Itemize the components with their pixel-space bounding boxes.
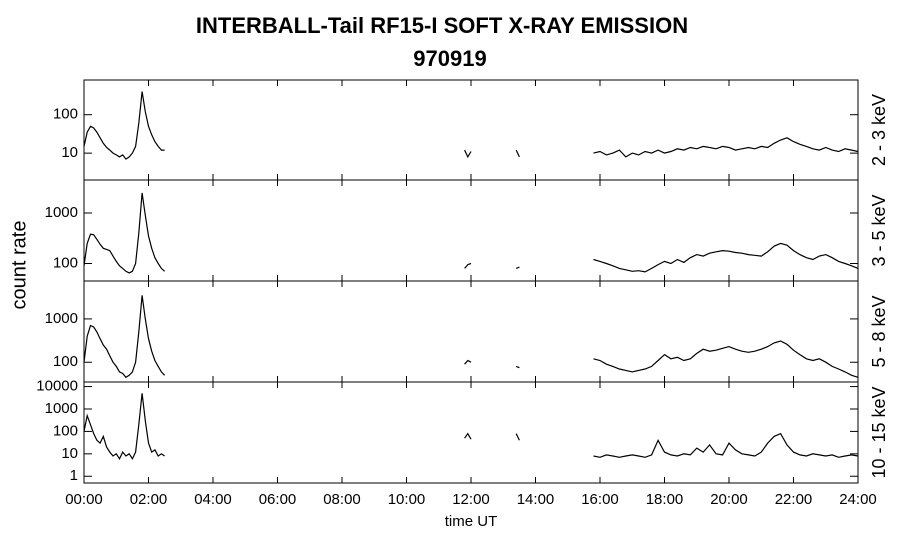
x-tick-label: 24:00 — [839, 491, 877, 508]
x-tick-label: 08:00 — [323, 491, 361, 508]
data-line — [83, 295, 859, 379]
x-tick-label: 12:00 — [452, 491, 490, 508]
y-tick-label: 100 — [53, 106, 78, 123]
y-tick-label: 1000 — [45, 204, 78, 221]
x-tick-label: 06:00 — [259, 491, 297, 508]
x-tick-label: 18:00 — [646, 491, 684, 508]
y-tick-label: 10 — [61, 144, 78, 161]
data-line — [83, 192, 859, 274]
x-tick-label: 20:00 — [710, 491, 748, 508]
panel-label: 2 - 3 keV — [869, 94, 889, 166]
panel-label: 5 - 8 keV — [869, 295, 889, 367]
y-tick-label: 1000 — [45, 400, 78, 417]
panel-label: 10 - 15 keV — [869, 386, 889, 478]
panel-label: 3 - 5 keV — [869, 194, 889, 266]
x-tick-label: 00:00 — [65, 491, 103, 508]
data-line — [83, 91, 859, 160]
y-tick-label: 10000 — [36, 378, 78, 395]
x-axis-label: time UT — [445, 513, 498, 530]
y-tick-label: 100 — [53, 353, 78, 370]
y-tick-label: 1 — [70, 467, 78, 484]
chart-subtitle: 970919 — [413, 46, 486, 71]
x-tick-label: 10:00 — [388, 491, 426, 508]
chart-title: INTERBALL-Tail RF15-I SOFT X-RAY EMISSIO… — [196, 13, 688, 38]
y-tick-label: 1000 — [45, 310, 78, 327]
x-tick-label: 22:00 — [775, 491, 813, 508]
x-tick-label: 04:00 — [194, 491, 232, 508]
y-tick-label: 100 — [53, 254, 78, 271]
x-tick-label: 16:00 — [581, 491, 619, 508]
x-tick-label: 02:00 — [130, 491, 168, 508]
data-line — [83, 393, 859, 461]
y-axis-label: count rate — [8, 221, 30, 310]
y-tick-label: 10 — [61, 445, 78, 462]
x-tick-label: 14:00 — [517, 491, 555, 508]
y-tick-label: 100 — [53, 422, 78, 439]
